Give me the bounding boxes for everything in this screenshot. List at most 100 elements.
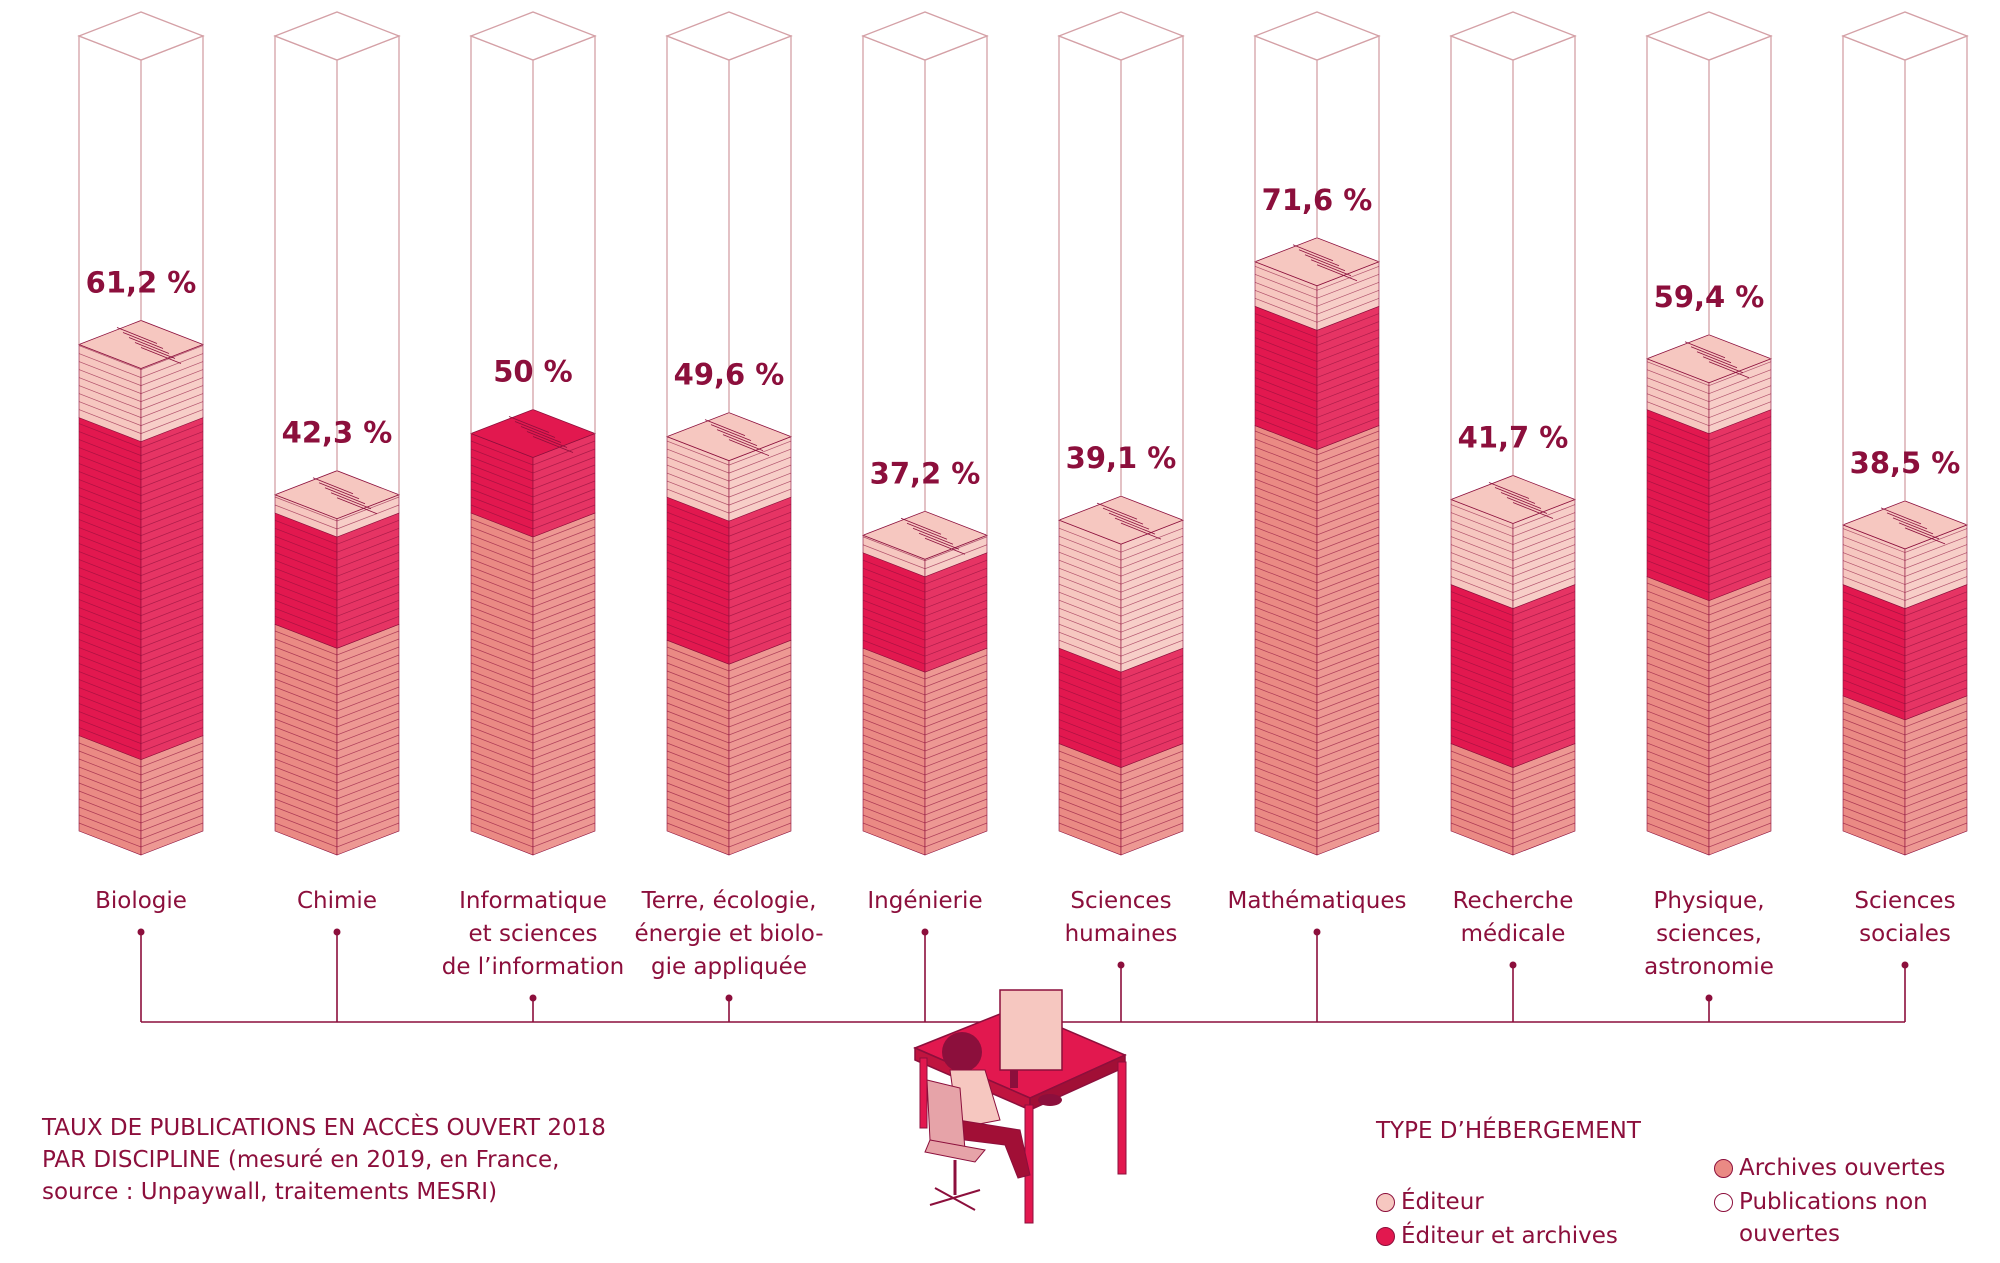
paper-stripe — [1646, 702, 1772, 728]
category-label-line: Physique, — [1653, 888, 1764, 914]
total-label-1: 42,3 % — [282, 416, 393, 450]
paper-stripe — [1646, 440, 1772, 465]
paper-stripe — [1842, 758, 1968, 784]
paper-stripe — [1450, 735, 1576, 760]
sheet-text-line — [1298, 249, 1340, 267]
paper-stripe — [666, 654, 792, 680]
paper-stripe — [1646, 472, 1772, 497]
paper-stripe — [78, 575, 204, 600]
paper-stripe — [1058, 543, 1184, 569]
paper-stripe — [1842, 544, 1968, 569]
paper-stripe — [1646, 638, 1772, 664]
paper-stripe — [1450, 774, 1576, 800]
paper-stripe — [666, 503, 792, 529]
paper-stripe — [1254, 409, 1380, 434]
sheet-text-line — [1114, 517, 1156, 535]
paper-stripe — [1058, 527, 1184, 553]
paper-stripe — [1254, 694, 1380, 720]
paper-stripe — [274, 654, 400, 680]
category-label-line: Terre, écologie, — [641, 888, 817, 914]
paper-stripe — [1254, 313, 1380, 338]
sheet-text-line — [1494, 487, 1536, 504]
paper-stripe — [1842, 774, 1968, 800]
sheet-text-line — [1684, 341, 1726, 359]
paper-stripe — [1646, 686, 1772, 712]
paper-stripe — [1058, 583, 1184, 609]
paper-stripe — [1450, 703, 1576, 728]
paper-stripe — [78, 774, 204, 800]
paper-stripe — [1646, 670, 1772, 696]
paper-stripe — [1058, 711, 1184, 736]
sheet-text-line — [1304, 254, 1346, 272]
sheet-text-line — [1506, 497, 1548, 514]
paper-stripe — [1254, 718, 1380, 744]
paper-stripe — [862, 623, 988, 649]
paper-stripe — [1058, 719, 1184, 744]
paper-stripe — [1646, 377, 1772, 403]
paper-stripe — [1058, 551, 1184, 577]
paper-stripe — [1254, 361, 1380, 386]
paper-stripe — [862, 822, 988, 848]
paper-stripe — [1646, 654, 1772, 680]
paper-stripe — [666, 726, 792, 752]
outline-top-1 — [273, 11, 401, 61]
paper-stripe — [666, 599, 792, 625]
paper-stripe — [1254, 377, 1380, 402]
paper-stripe — [666, 559, 792, 585]
paper-stripe — [78, 503, 204, 528]
sheet-text-line — [1708, 361, 1750, 379]
paper-stripe — [1450, 790, 1576, 816]
paper-stripe — [470, 630, 596, 656]
paper-stripe — [1646, 536, 1772, 561]
paper-stripe — [78, 439, 204, 464]
paper-stripe — [1254, 558, 1380, 584]
paper-stripe — [1450, 782, 1576, 808]
paper-stripe — [274, 734, 400, 760]
paper-stripe — [78, 607, 204, 632]
paper-stripe — [274, 806, 400, 832]
paper-stripe — [78, 806, 204, 832]
paper-stripe — [666, 670, 792, 696]
paper-stripe — [470, 734, 596, 760]
paper-stripe — [1646, 401, 1772, 427]
category-label-4: Ingénierie — [867, 888, 982, 914]
paper-stripe — [1254, 470, 1380, 496]
paper-stripe — [1058, 758, 1184, 784]
paper-stripe — [862, 782, 988, 808]
paper-stripe — [1254, 742, 1380, 768]
paper-stripe — [862, 758, 988, 784]
outline-top-9 — [1841, 11, 1969, 61]
paper-stripe — [1254, 662, 1380, 688]
paper-stripe — [1254, 462, 1380, 488]
paper-stripe — [1254, 814, 1380, 840]
paper-stripe — [1450, 615, 1576, 640]
paper-stripe — [1254, 774, 1380, 800]
paper-stripe — [1058, 631, 1184, 657]
total-label-0: 61,2 % — [86, 265, 197, 299]
category-label-7: Recherche médicale — [1453, 888, 1574, 947]
paper-stripe — [274, 527, 400, 553]
paper-stripe — [1254, 321, 1380, 346]
column-7: 41,7 % — [1449, 11, 1577, 856]
paper-stripe — [862, 726, 988, 752]
paper-stripe — [1646, 606, 1772, 632]
paper-stripe — [1646, 512, 1772, 537]
legend-label-non-ouvertes: Publications non ouvertes — [1739, 1189, 1928, 1247]
paper-stripe — [666, 782, 792, 808]
paper-stripe — [1450, 520, 1576, 545]
paper-stripe — [1450, 814, 1576, 840]
paper-stripe — [470, 526, 596, 552]
paper-stripe — [1450, 798, 1576, 824]
category-label-line: de l’information — [442, 954, 625, 980]
paper-stripe — [1842, 726, 1968, 752]
outline-top-3 — [665, 11, 793, 61]
paper-stripe — [1842, 599, 1968, 625]
paper-stripe — [862, 790, 988, 816]
paper-stripe — [470, 638, 596, 664]
paper-stripe — [862, 686, 988, 712]
paper-stripe — [862, 591, 988, 617]
sheet-text-line — [1292, 244, 1334, 262]
paper-stripe — [470, 822, 596, 848]
sheet-text-line — [1310, 259, 1352, 277]
paper-stripe — [666, 678, 792, 704]
